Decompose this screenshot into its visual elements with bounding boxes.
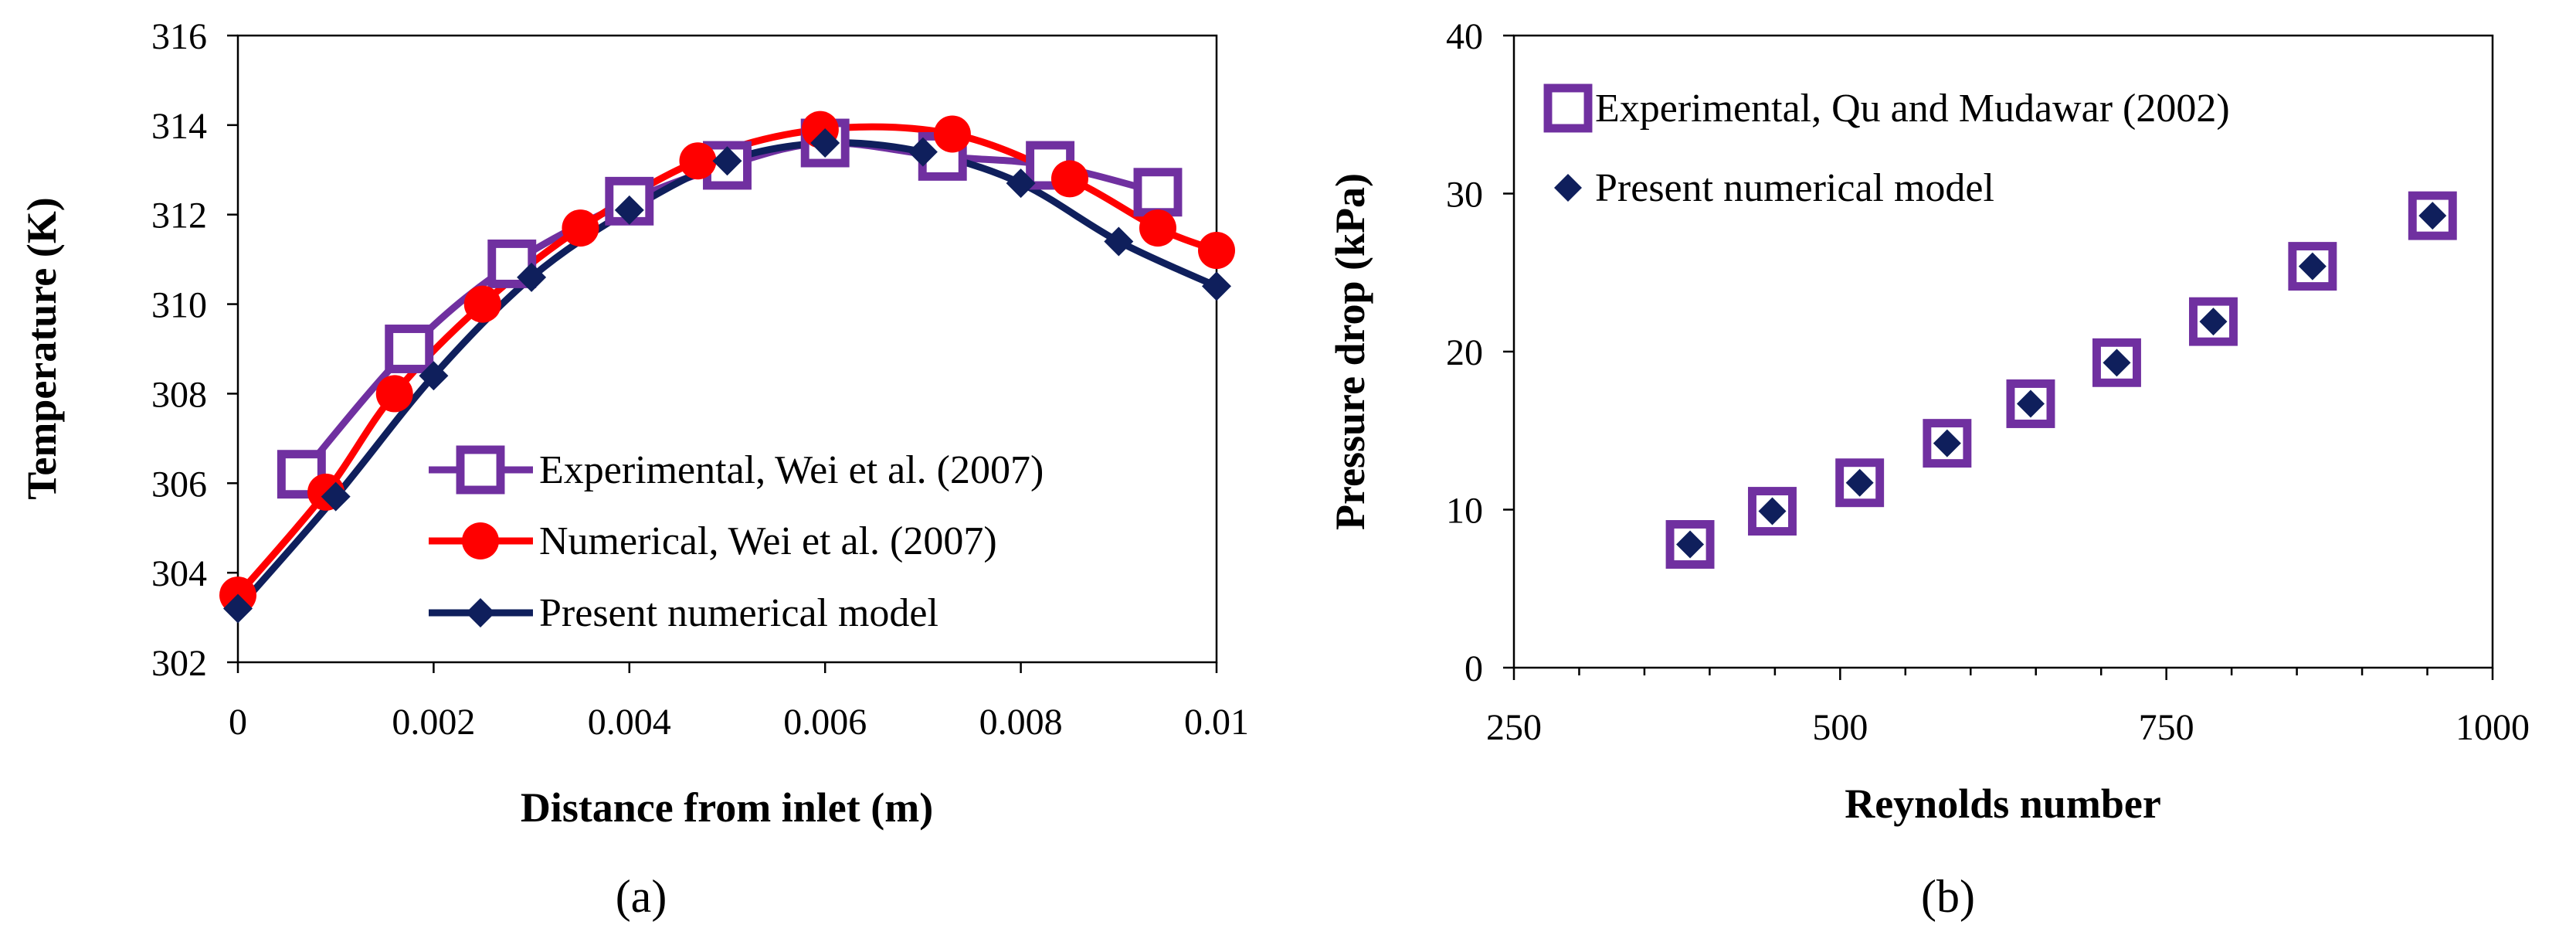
data-point-present-numerical-model bbox=[517, 262, 547, 292]
legend-label-present-model-b: Present numerical model bbox=[1595, 166, 1994, 210]
x-tick-label: 250 bbox=[1486, 707, 1542, 748]
panel-a-caption: (a) bbox=[616, 871, 667, 922]
data-point-numerical-wei-et-al-2007 bbox=[562, 209, 599, 247]
data-point-present-numerical-model bbox=[1845, 468, 1874, 497]
data-point-numerical-wei-et-al-2007 bbox=[679, 142, 717, 180]
panel-b-chart: 250 500 750 1000 0 10 20 30 40 Experimental, Qu … bbox=[1327, 16, 2530, 922]
data-point-present-numerical-model bbox=[712, 146, 742, 176]
data-point-present-numerical-model bbox=[1933, 429, 1961, 457]
data-point-numerical-wei-et-al-2007 bbox=[463, 285, 501, 323]
panel-a-legend: Experimental, Wei et al. (2007) Numerica… bbox=[429, 445, 1044, 635]
panel-b-caption: (b) bbox=[1921, 871, 1975, 922]
data-point-present-numerical-model bbox=[2298, 252, 2327, 281]
panel-a-series bbox=[219, 111, 1235, 624]
panel-b-axes: 250 500 750 1000 0 10 20 30 40 bbox=[1446, 16, 2530, 748]
data-point-present-numerical-model bbox=[1676, 530, 1705, 559]
legend-label-experimental-qu: Experimental, Qu and Mudawar (2002) bbox=[1595, 87, 2230, 131]
y-tick-label: 304 bbox=[151, 553, 207, 594]
legend-label-experimental-wei: Experimental, Wei et al. (2007) bbox=[539, 448, 1044, 492]
y-tick-label: 310 bbox=[151, 285, 207, 326]
y-tick-label: 10 bbox=[1446, 491, 1483, 532]
data-point-present-numerical-model bbox=[2199, 308, 2228, 336]
y-tick-label: 30 bbox=[1446, 175, 1483, 216]
data-point-experimental-wei-et-al-2007 bbox=[1133, 168, 1183, 217]
legend-label-numerical-wei: Numerical, Wei et al. (2007) bbox=[539, 519, 997, 563]
data-point-present-numerical-model bbox=[419, 361, 449, 391]
y-tick-label: 302 bbox=[151, 643, 207, 684]
series-line-experimental-wei-et-al-2007 bbox=[298, 139, 1159, 477]
y-tick-label: 40 bbox=[1446, 16, 1483, 57]
data-point-present-numerical-model bbox=[223, 593, 253, 624]
data-point-present-numerical-model bbox=[321, 481, 351, 512]
data-point-experimental-wei-et-al-2007 bbox=[385, 325, 434, 373]
data-point-numerical-wei-et-al-2007 bbox=[933, 115, 971, 153]
data-point-present-numerical-model bbox=[1006, 168, 1036, 199]
y-tick-label: 0 bbox=[1464, 648, 1483, 689]
data-point-present-numerical-model bbox=[810, 128, 840, 158]
data-point-numerical-wei-et-al-2007 bbox=[1198, 232, 1235, 270]
data-point-present-numerical-model bbox=[614, 195, 644, 225]
panel-b-xlabel: Reynolds number bbox=[1845, 780, 2161, 827]
data-point-numerical-wei-et-al-2007 bbox=[1139, 209, 1176, 247]
panel-a-plot-frame bbox=[236, 34, 1218, 664]
panel-a-axes: 0 0.002 0.004 0.006 0.008 0.01 302 304 306 308 310… bbox=[151, 16, 1249, 743]
y-tick-label: 316 bbox=[151, 16, 207, 57]
x-tick-label: 0.004 bbox=[588, 702, 671, 743]
data-point-numerical-wei-et-al-2007 bbox=[375, 375, 413, 413]
x-tick-label: 0.008 bbox=[979, 702, 1063, 743]
x-tick-label: 1000 bbox=[2456, 707, 2530, 748]
y-tick-label: 306 bbox=[151, 464, 207, 505]
legend-marker-numerical-wei-et-al-2007 bbox=[462, 522, 499, 559]
x-tick-label: 0.002 bbox=[392, 702, 475, 743]
data-point-present-numerical-model bbox=[1202, 271, 1231, 301]
data-point-present-numerical-model bbox=[908, 137, 938, 167]
legend-marker-experimental-wei-et-al-2007 bbox=[456, 445, 505, 495]
panel-a-chart: 0 0.002 0.004 0.006 0.008 0.01 302 304 306 308 310… bbox=[19, 16, 1249, 922]
legend-marker-present-numerical-model bbox=[466, 598, 495, 627]
data-point-present-numerical-model bbox=[1758, 497, 1787, 525]
x-tick-label: 0.006 bbox=[783, 702, 867, 743]
panel-b-ylabel: Pressure drop (kPa) bbox=[1327, 173, 1373, 530]
y-tick-label: 20 bbox=[1446, 332, 1483, 373]
y-tick-label: 308 bbox=[151, 374, 207, 415]
x-tick-label: 0 bbox=[229, 702, 247, 743]
y-tick-label: 314 bbox=[151, 106, 207, 147]
data-point-present-numerical-model bbox=[2016, 389, 2045, 418]
legend-label-present-model-a: Present numerical model bbox=[539, 591, 938, 635]
panel-b-series bbox=[1665, 191, 2457, 569]
legend-marker-present-numerical-model bbox=[1554, 174, 1582, 202]
panel-a-xlabel: Distance from inlet (m) bbox=[521, 784, 933, 831]
data-point-present-numerical-model bbox=[2103, 349, 2131, 377]
data-point-numerical-wei-et-al-2007 bbox=[1050, 160, 1088, 198]
legend-marker-experimental-qu-and-mudawar-2002 bbox=[1543, 83, 1593, 133]
panel-a-ylabel: Temperature (K) bbox=[19, 197, 65, 499]
x-tick-label: 0.01 bbox=[1184, 702, 1249, 743]
y-tick-label: 312 bbox=[151, 196, 207, 236]
data-point-present-numerical-model bbox=[2418, 202, 2447, 230]
x-tick-label: 500 bbox=[1812, 707, 1868, 748]
x-tick-label: 750 bbox=[2139, 707, 2194, 748]
panel-b-legend: Experimental, Qu and Mudawar (2002) Pres… bbox=[1543, 83, 2230, 210]
data-point-present-numerical-model bbox=[1104, 226, 1134, 257]
